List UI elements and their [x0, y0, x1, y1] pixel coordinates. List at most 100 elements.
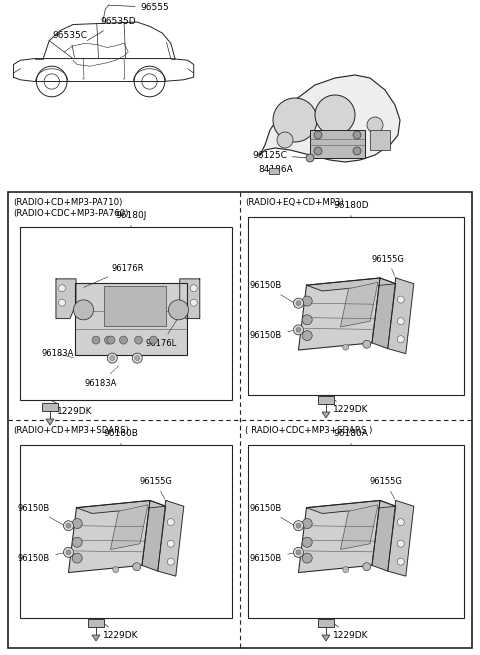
Circle shape — [167, 558, 174, 565]
Circle shape — [296, 301, 301, 306]
Text: 96155G: 96155G — [371, 255, 404, 276]
Text: 96155G: 96155G — [369, 477, 402, 499]
Circle shape — [190, 285, 197, 291]
Polygon shape — [299, 500, 380, 572]
Circle shape — [293, 325, 303, 335]
Circle shape — [302, 537, 312, 548]
Circle shape — [302, 331, 312, 341]
Circle shape — [353, 131, 361, 139]
Text: 96150B: 96150B — [250, 504, 294, 525]
Circle shape — [306, 154, 314, 162]
Circle shape — [105, 336, 112, 344]
Circle shape — [363, 340, 371, 348]
Text: (RADIO+CD+MP3-PA710): (RADIO+CD+MP3-PA710) — [13, 198, 122, 207]
Circle shape — [59, 285, 65, 291]
FancyBboxPatch shape — [104, 286, 166, 326]
Circle shape — [273, 98, 317, 142]
Text: 96180A: 96180A — [334, 429, 369, 445]
Text: 84186A: 84186A — [258, 166, 293, 174]
Text: 96160B: 96160B — [104, 429, 138, 445]
Text: 96535D: 96535D — [87, 18, 136, 41]
Circle shape — [314, 131, 322, 139]
Circle shape — [167, 540, 174, 547]
Text: 1229DK: 1229DK — [328, 396, 369, 415]
Text: 96176L: 96176L — [146, 316, 180, 348]
Circle shape — [302, 315, 312, 325]
Text: 96150B: 96150B — [18, 504, 63, 525]
Polygon shape — [299, 278, 380, 350]
Circle shape — [397, 296, 404, 303]
Circle shape — [293, 548, 303, 557]
Polygon shape — [92, 635, 100, 641]
Polygon shape — [372, 278, 396, 348]
Polygon shape — [388, 500, 414, 576]
Circle shape — [72, 553, 82, 563]
Circle shape — [296, 328, 301, 332]
Polygon shape — [76, 500, 166, 514]
Text: 96555: 96555 — [109, 3, 169, 12]
Polygon shape — [340, 505, 378, 550]
Polygon shape — [69, 500, 150, 572]
Polygon shape — [142, 500, 166, 571]
Text: 1229DK: 1229DK — [328, 620, 369, 641]
Circle shape — [92, 336, 100, 344]
Circle shape — [343, 567, 349, 572]
Circle shape — [397, 558, 404, 565]
Text: 96150B: 96150B — [250, 282, 294, 303]
FancyBboxPatch shape — [318, 396, 334, 404]
Circle shape — [66, 550, 71, 555]
Text: 96183A: 96183A — [85, 365, 119, 388]
Circle shape — [110, 356, 115, 361]
Polygon shape — [340, 282, 378, 327]
Circle shape — [277, 132, 293, 148]
FancyBboxPatch shape — [42, 403, 58, 411]
Polygon shape — [388, 278, 414, 354]
Text: 96150B: 96150B — [250, 331, 293, 341]
Circle shape — [168, 300, 189, 320]
Text: 96180J: 96180J — [115, 211, 147, 227]
Text: 96155G: 96155G — [139, 477, 172, 499]
Circle shape — [302, 553, 312, 563]
Circle shape — [59, 299, 65, 306]
Circle shape — [296, 523, 301, 528]
Circle shape — [296, 550, 301, 555]
Circle shape — [302, 296, 312, 306]
Circle shape — [367, 117, 383, 133]
Circle shape — [293, 521, 303, 531]
Text: 1229DK: 1229DK — [52, 402, 93, 417]
Circle shape — [72, 537, 82, 548]
Text: 96180D: 96180D — [333, 201, 369, 217]
Circle shape — [397, 540, 404, 547]
Polygon shape — [110, 505, 148, 550]
FancyBboxPatch shape — [75, 282, 187, 354]
Circle shape — [343, 344, 349, 350]
Circle shape — [72, 519, 82, 529]
Polygon shape — [322, 635, 330, 641]
Circle shape — [314, 147, 322, 155]
Polygon shape — [307, 278, 396, 291]
Polygon shape — [158, 500, 184, 576]
Text: ( RADIO+CDC+MP3+SDARS ): ( RADIO+CDC+MP3+SDARS ) — [245, 426, 372, 435]
Polygon shape — [56, 279, 76, 318]
Text: 1229DK: 1229DK — [98, 620, 139, 641]
Text: 96150B: 96150B — [250, 553, 293, 563]
Circle shape — [302, 519, 312, 529]
Polygon shape — [307, 500, 396, 514]
Circle shape — [66, 523, 71, 528]
Circle shape — [190, 299, 197, 306]
Circle shape — [133, 563, 141, 571]
Circle shape — [113, 567, 119, 572]
Circle shape — [293, 298, 303, 309]
Circle shape — [397, 318, 404, 325]
Circle shape — [363, 563, 371, 571]
Circle shape — [149, 336, 157, 344]
FancyBboxPatch shape — [370, 130, 390, 150]
Text: 96535C: 96535C — [52, 31, 87, 57]
Circle shape — [134, 336, 143, 344]
Polygon shape — [180, 279, 200, 318]
Text: 96125C: 96125C — [252, 151, 307, 160]
Circle shape — [135, 356, 140, 361]
Circle shape — [132, 353, 142, 363]
Circle shape — [167, 519, 174, 525]
Circle shape — [397, 336, 404, 343]
